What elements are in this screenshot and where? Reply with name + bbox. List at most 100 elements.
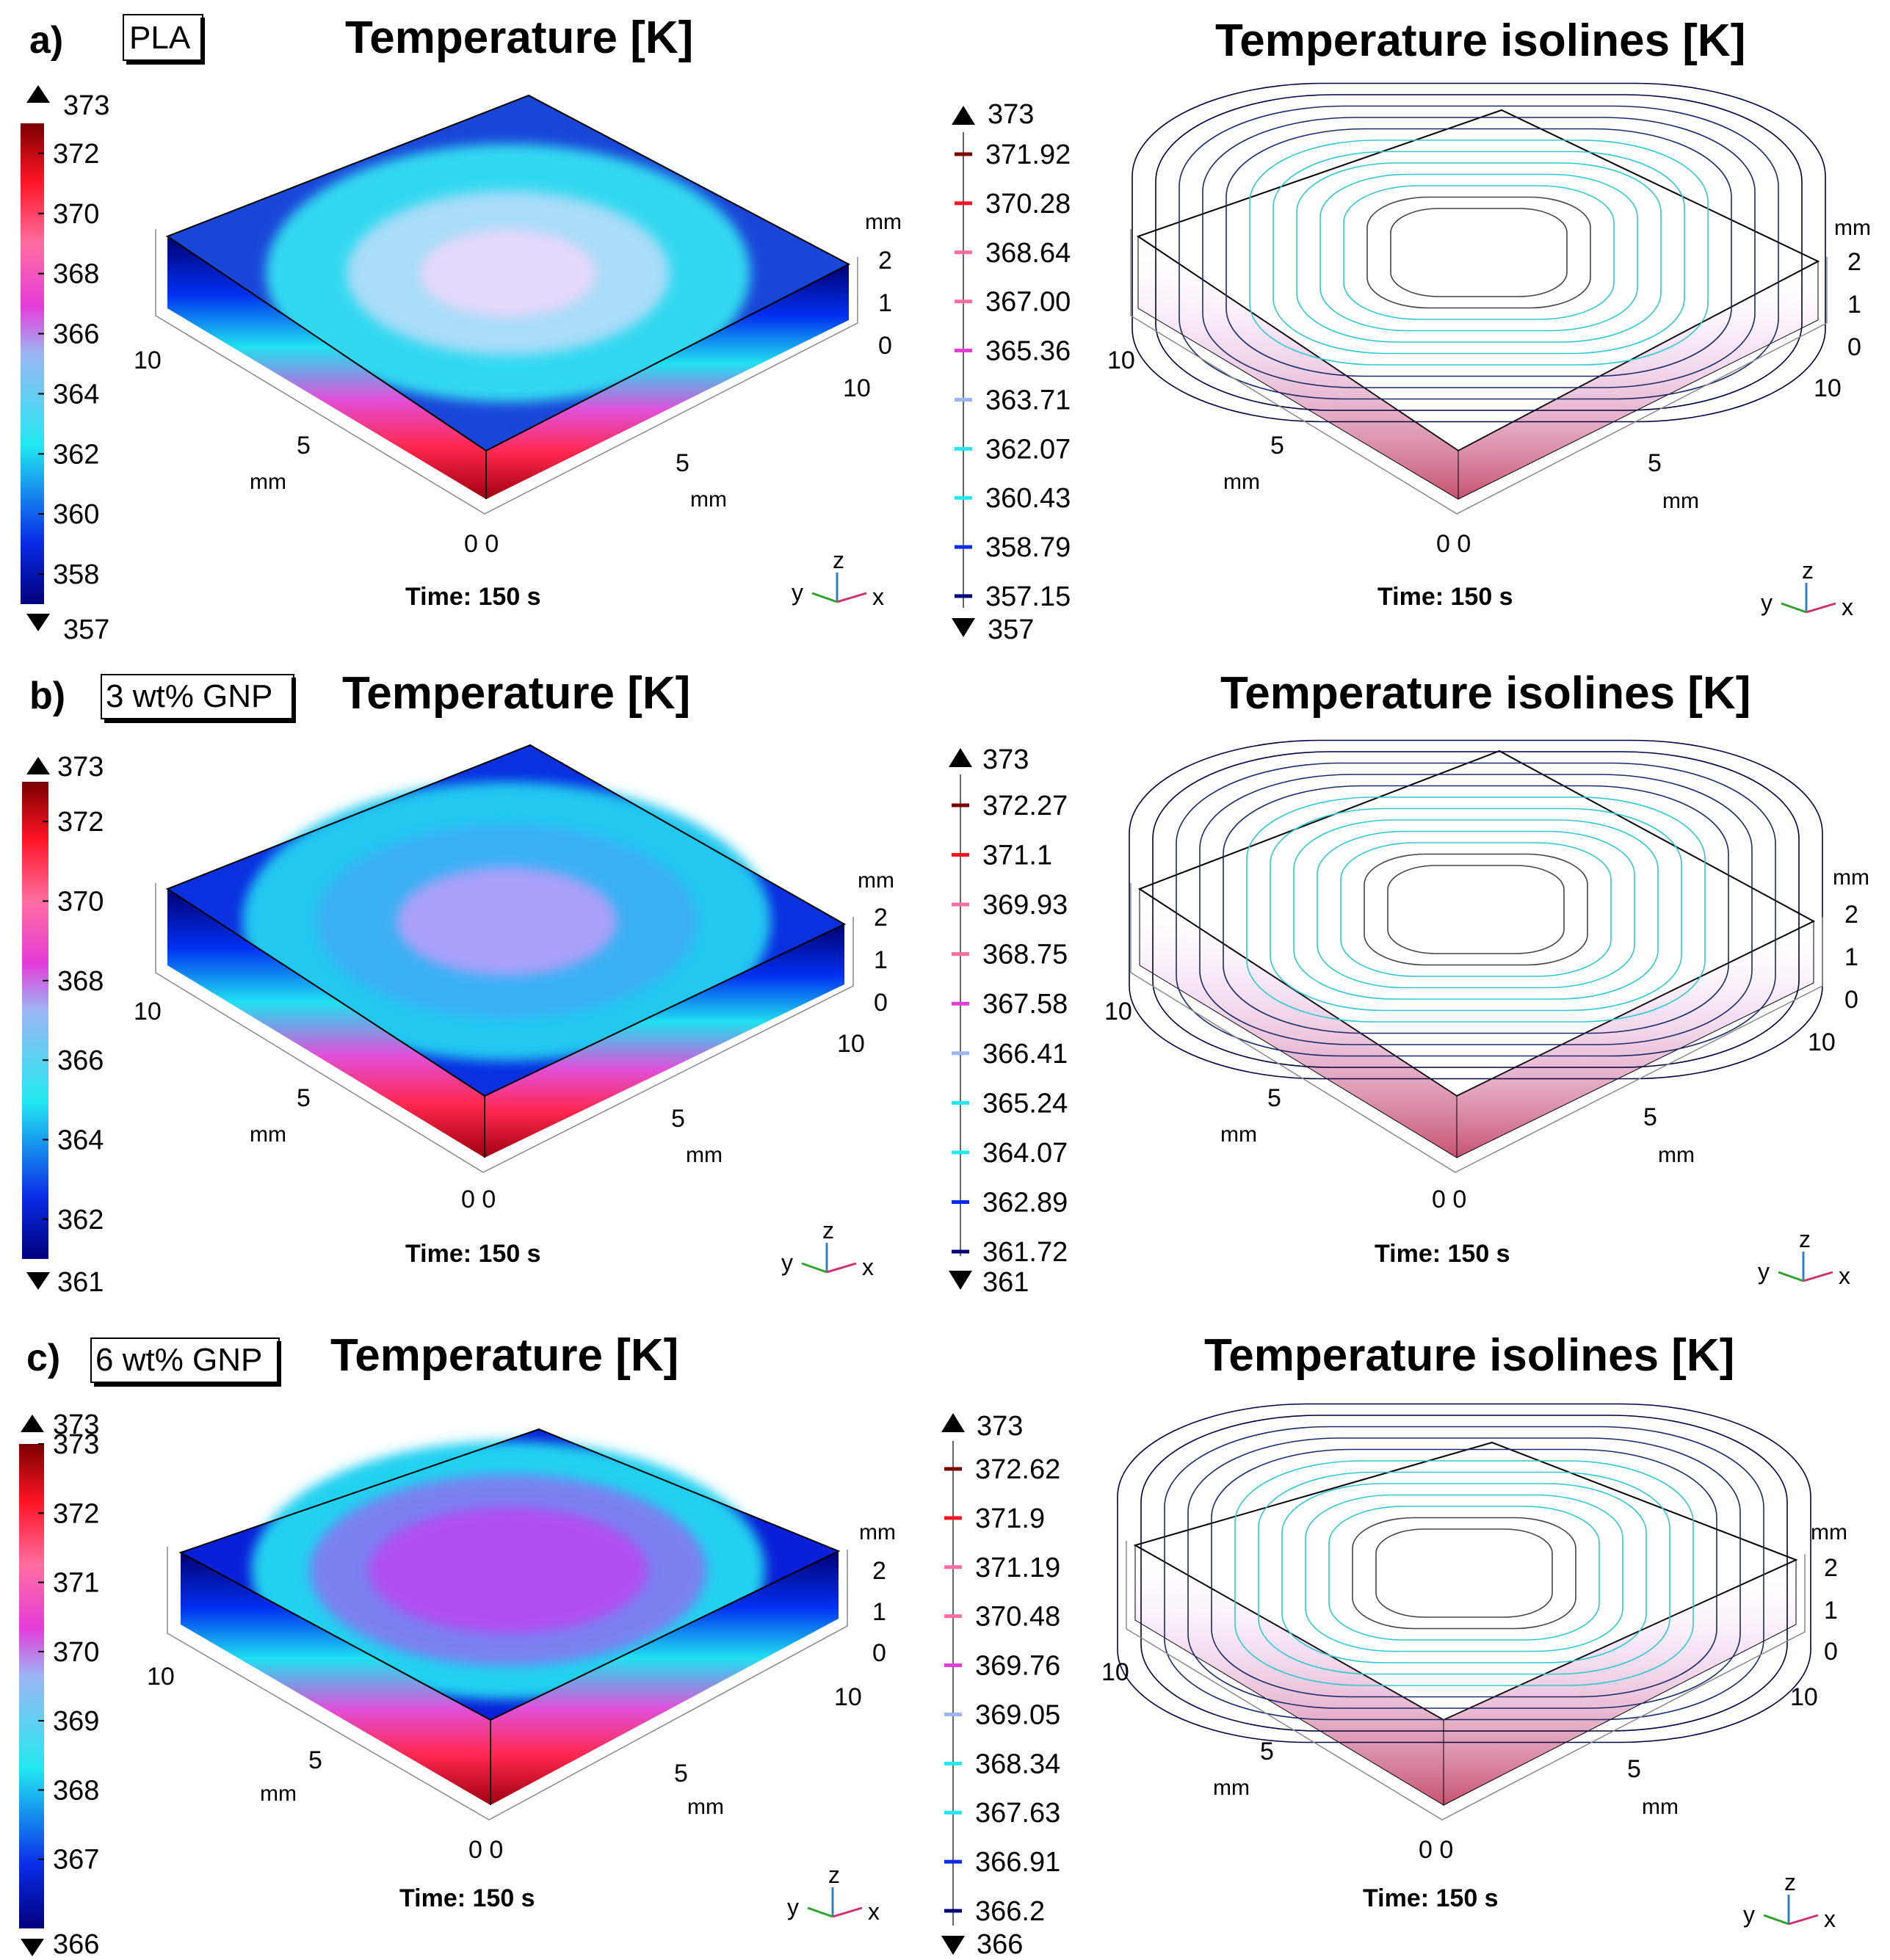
colorbar-tick-label: 368 bbox=[53, 259, 99, 290]
svg-text:y: y bbox=[1761, 589, 1773, 616]
isoline-ring bbox=[1281, 1483, 1647, 1663]
isoline-ring bbox=[1155, 94, 1803, 411]
svg-text:5: 5 bbox=[297, 432, 311, 460]
isolines-legend-min: 361 bbox=[982, 1267, 1029, 1298]
isoline-level-label: 367.00 bbox=[985, 287, 1071, 318]
svg-text:0 0: 0 0 bbox=[461, 1186, 496, 1213]
svg-text:mm: mm bbox=[1811, 1520, 1847, 1545]
svg-text:mm: mm bbox=[250, 1122, 286, 1147]
svg-text:mm: mm bbox=[1662, 489, 1699, 513]
isoline-ring bbox=[1249, 139, 1709, 366]
colorbar-tick-label: 373 bbox=[53, 1429, 99, 1460]
svg-text:2: 2 bbox=[1847, 248, 1861, 276]
colorbar: 373 366 367 368 369 370 371 372 373 bbox=[19, 1409, 99, 1960]
front-right-face bbox=[486, 264, 849, 499]
isolines-legend-max: 373 bbox=[982, 744, 1029, 775]
colorbar-tick-label: 372 bbox=[53, 139, 99, 170]
colorbar-min: 366 bbox=[53, 1929, 99, 1960]
svg-text:x: x bbox=[1839, 1263, 1850, 1289]
colorbar-tick-label: 366 bbox=[53, 319, 99, 350]
isoline-ring bbox=[1234, 1460, 1694, 1686]
colorbar-tick-label: 372 bbox=[53, 1498, 99, 1529]
svg-text:0: 0 bbox=[1847, 333, 1861, 361]
colorbar-min-arrow-icon bbox=[26, 614, 50, 631]
isolines-block bbox=[1132, 82, 1826, 500]
isoline-level-label: 360.43 bbox=[985, 483, 1071, 514]
colorbar-min-arrow-icon bbox=[26, 1272, 50, 1290]
isoline-level-label: 368.34 bbox=[975, 1749, 1060, 1779]
svg-text:x: x bbox=[872, 584, 884, 610]
isoline-ring bbox=[1343, 185, 1615, 320]
axis-triad-icon: z x y bbox=[1758, 1226, 1850, 1289]
isoline-level-label: 364.07 bbox=[982, 1138, 1068, 1169]
svg-text:5: 5 bbox=[308, 1746, 322, 1774]
isoline-ring bbox=[1319, 173, 1638, 332]
isolines-legend: 373 366 372.62 371.9 371.19 370.48 369.76 369… bbox=[941, 1411, 1060, 1960]
svg-text:10: 10 bbox=[1107, 346, 1135, 374]
isoline-level-label: 371.19 bbox=[975, 1553, 1060, 1583]
svg-text:0 0: 0 0 bbox=[1419, 1836, 1453, 1864]
svg-text:2: 2 bbox=[878, 247, 892, 275]
isolines-max-arrow-icon bbox=[941, 1413, 965, 1432]
svg-text:2: 2 bbox=[1824, 1554, 1838, 1582]
colorbar-tick-label: 370 bbox=[53, 1637, 99, 1668]
isolines-block bbox=[1129, 739, 1823, 1158]
isoline-level-label: 370.28 bbox=[985, 189, 1071, 219]
svg-text:0 0: 0 0 bbox=[468, 1836, 503, 1864]
isoline-level-label: 368.75 bbox=[982, 940, 1068, 970]
isoline-ring bbox=[1164, 1426, 1764, 1721]
svg-text:5: 5 bbox=[676, 449, 689, 477]
top-center-hotspot bbox=[369, 1507, 648, 1633]
svg-text:10: 10 bbox=[1101, 1658, 1129, 1686]
isoline-level-label: 366.91 bbox=[975, 1847, 1060, 1878]
svg-text:0: 0 bbox=[872, 1639, 886, 1667]
svg-text:x: x bbox=[1824, 1906, 1836, 1932]
svg-text:2: 2 bbox=[874, 904, 888, 932]
isoline-level-label: 371.1 bbox=[982, 841, 1052, 871]
svg-text:mm: mm bbox=[250, 470, 286, 494]
isoline-ring bbox=[1352, 1517, 1576, 1630]
isoline-level-label: 369.05 bbox=[975, 1699, 1060, 1730]
isoline-ring bbox=[1140, 1415, 1788, 1732]
isoline-ring bbox=[1328, 1506, 1600, 1641]
isoline-level-label: 371.9 bbox=[975, 1503, 1045, 1534]
time-label: Time: 150 s bbox=[1363, 1884, 1499, 1912]
panel-c: c) 6 wt% GNP Temperature [K] Temperature… bbox=[19, 1330, 1847, 1960]
colorbar-min: 361 bbox=[57, 1267, 104, 1298]
material-label: PLA bbox=[129, 20, 191, 56]
svg-text:10: 10 bbox=[134, 998, 162, 1026]
colorbar-tick-label: 370 bbox=[53, 199, 99, 230]
svg-text:1: 1 bbox=[872, 1598, 886, 1626]
isolines-legend: 373 361 372.27 371.1 369.93 368.75 367.58 366… bbox=[949, 744, 1068, 1298]
svg-text:5: 5 bbox=[1643, 1103, 1657, 1131]
svg-text:y: y bbox=[1743, 1901, 1755, 1928]
isolines-legend-min: 357 bbox=[988, 614, 1034, 645]
isolines-legend-max: 373 bbox=[977, 1411, 1023, 1442]
svg-text:10: 10 bbox=[147, 1663, 175, 1691]
isoline-ring bbox=[1390, 208, 1568, 297]
svg-text:0: 0 bbox=[874, 989, 888, 1017]
svg-text:2: 2 bbox=[1844, 901, 1858, 929]
svg-text:2: 2 bbox=[872, 1557, 886, 1585]
colorbar-max: 373 bbox=[53, 1409, 99, 1440]
top-center-hotspot bbox=[397, 867, 617, 976]
front-right-face bbox=[490, 1551, 839, 1805]
svg-text:mm: mm bbox=[859, 1520, 896, 1545]
colorbar-gradient bbox=[21, 123, 44, 604]
svg-text:y: y bbox=[787, 1894, 799, 1920]
isoline-level-label: 372.27 bbox=[982, 791, 1068, 821]
colorbar-tick-label: 372 bbox=[57, 807, 104, 838]
isolines-max-arrow-icon bbox=[952, 106, 975, 125]
colorbar-tick-label: 368 bbox=[57, 966, 104, 997]
time-label: Time: 150 s bbox=[399, 1884, 535, 1912]
isoline-ring bbox=[1176, 762, 1776, 1057]
isoline-ring bbox=[1117, 1403, 1811, 1743]
svg-text:x: x bbox=[1842, 594, 1853, 620]
colorbar-tick-label: 370 bbox=[57, 887, 104, 918]
isoline-ring bbox=[1293, 819, 1659, 1000]
panel-label: b) bbox=[29, 675, 65, 717]
colorbar-tick-label: 371 bbox=[53, 1568, 99, 1599]
svg-text:1: 1 bbox=[874, 946, 888, 974]
colorbar-max-arrow-icon bbox=[26, 757, 50, 774]
isoline-ring bbox=[1258, 1471, 1670, 1675]
